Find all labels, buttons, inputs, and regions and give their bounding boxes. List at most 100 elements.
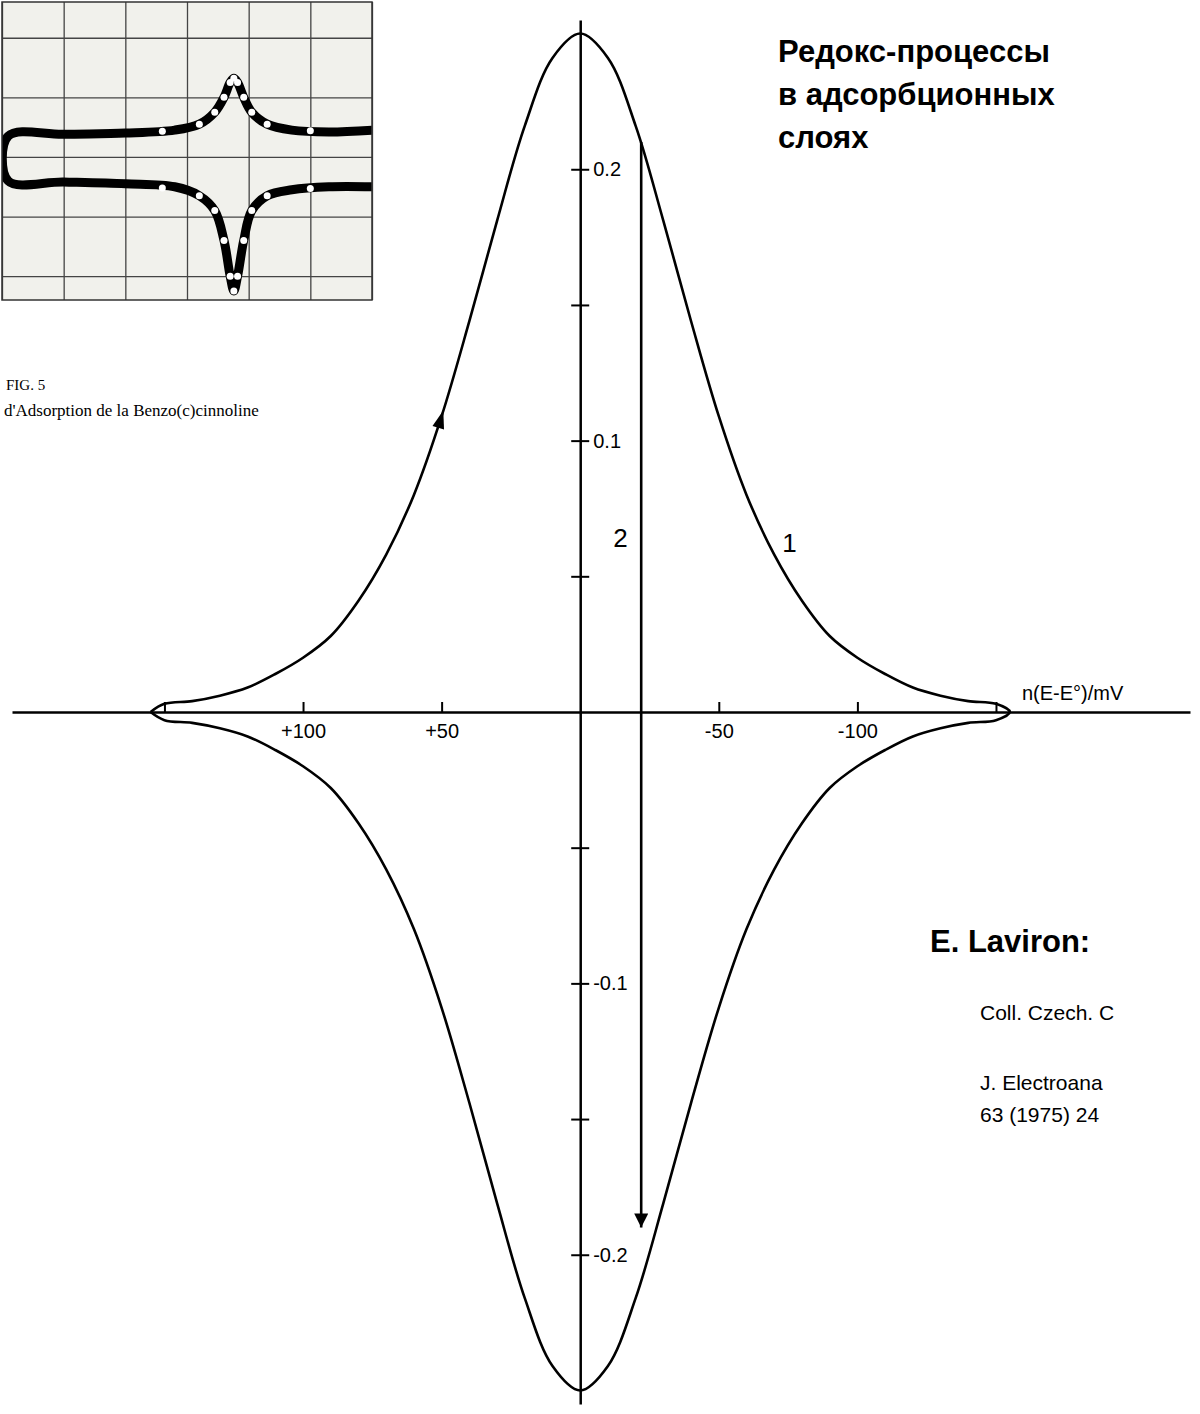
inset-y-grid-line [2, 276, 372, 277]
y-minor-tick-mark [571, 576, 589, 578]
inset-title: FIG. 5 [6, 377, 45, 393]
background [0, 0, 1200, 1414]
y-tick: 0.1 [571, 430, 621, 452]
inset-y-grid-line [2, 216, 372, 217]
inset-x-grid-line [249, 2, 250, 300]
inset-point [230, 288, 237, 295]
slide: +100+50-50-1000.20.1-0.1-0.2n(E-E°)/mV12… [0, 0, 1200, 1414]
curve-2 [640, 142, 643, 1227]
y-tick-label: 0.1 [593, 430, 621, 452]
y-minor-tick-mark [571, 847, 589, 849]
inset-point [211, 207, 218, 214]
y-axis-minor [571, 305, 589, 1119]
x-tick-label: +100 [281, 720, 326, 742]
x-tick-mark [441, 702, 443, 712]
inset-x-grid-line [64, 2, 65, 300]
x-tick-label: -50 [705, 720, 734, 742]
inset-y-grid-line [2, 157, 372, 158]
y-tick-mark [571, 440, 589, 442]
inset-x-grid [3, 2, 373, 300]
y-axis-line [579, 21, 582, 1405]
inset-point [240, 237, 247, 244]
inset-point [211, 109, 218, 116]
inset-plot-area [2, 75, 372, 295]
inset-point [221, 94, 228, 101]
y-axis: 0.2 0.1 -0.1 -0.2 [571, 21, 627, 1405]
y-tick-mark [571, 983, 589, 985]
inset-y-tick [2, 97, 372, 98]
series-labels: 12 [613, 523, 796, 558]
x-tick: -100 [838, 702, 878, 742]
x-tick: +100 [281, 702, 326, 742]
y-tick-label: -0.2 [593, 1244, 627, 1266]
inset-point [264, 121, 271, 128]
x-axis-line [13, 711, 1191, 714]
inset [2, 2, 373, 300]
y-minor-tick [571, 576, 589, 577]
y-tick: -0.2 [571, 1244, 627, 1266]
reference: 63 (1975) 24 [980, 1103, 1099, 1126]
y-minor-tick [571, 1119, 589, 1120]
inset-point [227, 273, 234, 280]
inset-point [307, 185, 314, 192]
y-tick-label: -0.1 [593, 972, 627, 994]
inset-point [234, 273, 241, 280]
inset-x-tick [249, 2, 250, 300]
inset-point [196, 192, 203, 199]
y-minor-tick-mark [571, 304, 589, 306]
inset-x-grid-line [310, 2, 311, 300]
slide-title-line: Редокс-процессы [778, 34, 1050, 69]
inset-y-grid-line [2, 97, 372, 98]
inset-caption: d'Adsorption de la Benzo(c)cinnoline [4, 401, 259, 420]
y-tick: -0.1 [571, 972, 627, 994]
y-tick-mark [571, 1254, 589, 1256]
reference: J. Electroana [980, 1071, 1103, 1094]
y-minor-tick [571, 848, 589, 849]
x-tick: +50 [425, 702, 459, 742]
inset-x-tick [125, 2, 126, 300]
inset-y-grid [2, 38, 372, 276]
inset-x-tick [187, 2, 188, 300]
inset-point [264, 192, 271, 199]
inset-point [248, 109, 255, 116]
inset-y-tick [2, 217, 372, 218]
series-label: 2 [613, 523, 627, 553]
x-axis-title: n(E-E°)/mV [1022, 682, 1124, 704]
inset-point [234, 79, 241, 86]
inset-frame [2, 2, 372, 300]
inset-background [2, 2, 372, 300]
direction-arrow [433, 409, 450, 430]
y-minor-tick [571, 305, 589, 306]
x-tick-mark [857, 702, 859, 712]
y-tick-mark [571, 169, 589, 171]
inset-x-tick [310, 2, 311, 300]
inset-point [159, 128, 166, 135]
inset-y-tick [2, 38, 372, 39]
slide-title-line: в адсорбционных [778, 77, 1055, 112]
inset-point [221, 237, 228, 244]
series-label: 1 [782, 528, 796, 558]
inset-trace [2, 78, 372, 291]
inset-point [307, 127, 314, 134]
y-minor-tick-mark [571, 1119, 589, 1121]
inset-y-tick [2, 276, 372, 277]
inset-point [248, 207, 255, 214]
inset-y-grid-line [2, 38, 372, 39]
author: E. Laviron: [930, 924, 1090, 959]
inset-x-grid-line [125, 2, 126, 300]
x-tick: -50 [705, 702, 734, 742]
inset-x-tick [64, 2, 65, 300]
inset-point [159, 184, 166, 191]
inset-y-tick [2, 157, 372, 158]
reference: Coll. Czech. C [980, 1001, 1114, 1024]
y-tick: 0.2 [571, 158, 621, 180]
slide-title-line: слоях [778, 120, 869, 155]
inset-x-grid-line [187, 2, 188, 300]
x-tick-mark [303, 702, 305, 712]
inset-point [196, 121, 203, 128]
y-tick-label: 0.2 [593, 158, 621, 180]
inset-point [240, 94, 247, 101]
x-tick-mark [718, 702, 720, 712]
x-tick-label: +50 [425, 720, 459, 742]
x-tick-label: -100 [838, 720, 878, 742]
